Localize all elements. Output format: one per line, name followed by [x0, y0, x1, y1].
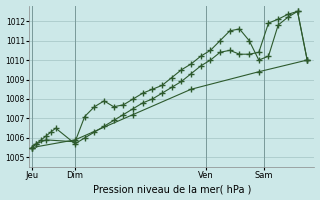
X-axis label: Pression niveau de la mer( hPa ): Pression niveau de la mer( hPa )	[92, 184, 251, 194]
